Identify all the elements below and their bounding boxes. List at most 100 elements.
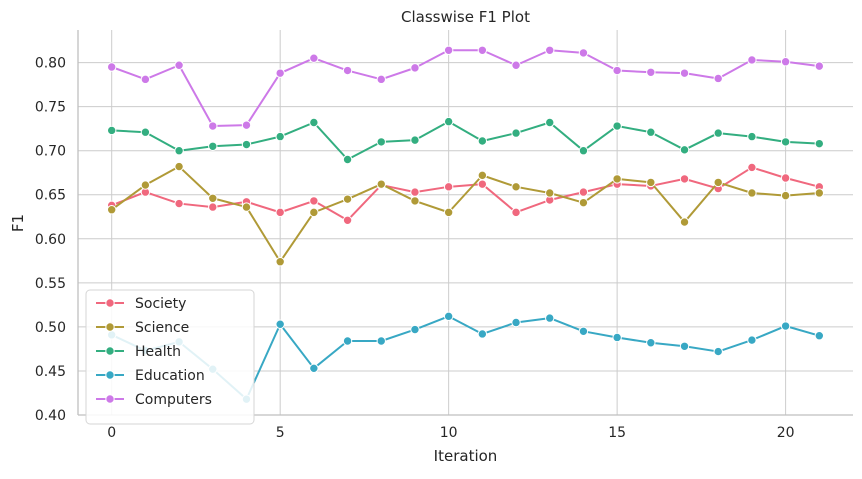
data-point-computers	[106, 62, 117, 72]
data-point-education	[477, 329, 488, 339]
data-point-computers	[545, 45, 555, 55]
data-point-science	[612, 174, 622, 184]
data-point-education	[342, 336, 353, 346]
data-point-computers	[713, 73, 723, 84]
data-point-computers	[140, 74, 151, 85]
data-point-computers	[309, 53, 319, 63]
data-point-education	[612, 332, 622, 343]
data-point-education	[646, 338, 656, 348]
y-tick-label: 0.55	[35, 276, 66, 292]
data-point-computers	[578, 48, 589, 58]
data-point-computers	[814, 61, 825, 71]
legend-marker-education	[105, 370, 115, 380]
data-point-society	[208, 202, 218, 212]
data-point-science	[410, 196, 420, 206]
data-point-health	[208, 141, 218, 151]
legend-item-science: Science	[96, 320, 189, 336]
x-tick-label: 20	[777, 425, 795, 441]
data-point-science	[814, 188, 825, 198]
y-tick-label: 0.40	[35, 408, 66, 424]
y-tick-label: 0.50	[35, 320, 66, 336]
data-point-education	[545, 313, 555, 323]
data-point-society	[747, 162, 757, 173]
data-point-education	[713, 346, 723, 357]
y-tick-label: 0.70	[35, 144, 66, 160]
data-point-health	[780, 137, 791, 147]
data-point-health	[275, 131, 285, 142]
data-point-health	[309, 117, 319, 128]
legend-label-science: Science	[135, 320, 189, 336]
data-point-health	[241, 139, 252, 150]
data-point-health	[477, 136, 488, 146]
data-point-science	[679, 217, 690, 227]
legend-marker-science	[105, 322, 115, 332]
series-line-computers	[111, 49, 820, 128]
data-point-computers	[342, 65, 353, 76]
series-lines	[106, 45, 825, 404]
data-point-health	[106, 125, 117, 136]
data-point-education	[747, 335, 757, 345]
data-point-education	[780, 321, 791, 331]
data-point-health	[410, 135, 420, 145]
data-point-science	[106, 205, 117, 215]
series-society	[106, 162, 825, 225]
data-point-science	[780, 190, 791, 201]
data-point-computers	[275, 68, 285, 78]
data-point-science	[309, 207, 319, 218]
data-point-health	[140, 127, 151, 137]
data-point-health	[646, 127, 656, 137]
data-point-society	[578, 187, 589, 197]
x-axis-label: Iteration	[434, 447, 498, 465]
x-tick-label: 15	[608, 425, 626, 441]
data-point-science	[140, 180, 151, 190]
data-point-computers	[241, 120, 252, 130]
x-tick-label: 0	[107, 425, 116, 441]
data-point-health	[679, 145, 690, 155]
series-line-health	[111, 120, 820, 161]
data-point-education	[309, 363, 319, 374]
series-line-science	[111, 165, 820, 263]
data-point-society	[410, 187, 420, 197]
data-point-society	[679, 174, 690, 184]
legend-marker-computers	[105, 394, 115, 404]
data-point-computers	[477, 45, 488, 55]
data-point-science	[443, 207, 454, 218]
chart-title: Classwise F1 Plot	[401, 8, 530, 26]
data-point-society	[275, 207, 285, 218]
legend-marker-society	[105, 298, 115, 308]
data-point-science	[477, 170, 488, 181]
data-point-education	[814, 331, 825, 341]
data-point-education	[376, 336, 386, 346]
data-point-education	[511, 317, 521, 328]
data-point-science	[747, 188, 757, 198]
data-point-science	[545, 188, 555, 198]
data-point-science	[241, 202, 252, 212]
data-point-society	[443, 182, 454, 192]
data-point-education	[443, 311, 454, 322]
data-point-health	[342, 154, 353, 165]
data-point-health	[713, 128, 723, 138]
data-point-computers	[174, 60, 184, 70]
data-point-computers	[410, 63, 420, 73]
legend-item-society: Society	[96, 296, 186, 312]
tick-labels: 0.40 0.45 0.50 0.55 0.60 0.65 0.70 0.75 0.80 0 5 10…	[35, 56, 795, 441]
series-computers	[106, 45, 825, 131]
series-science	[106, 161, 825, 267]
y-tick-label: 0.65	[35, 188, 66, 204]
data-point-health	[747, 131, 757, 142]
data-point-computers	[208, 121, 218, 131]
data-point-science	[275, 257, 285, 267]
legend-label-computers: Computers	[135, 392, 212, 408]
y-axis-label: F1	[9, 214, 27, 232]
data-point-society	[342, 215, 353, 225]
legend-item-education: Education	[96, 368, 205, 384]
data-point-health	[612, 121, 622, 131]
legend-label-education: Education	[135, 368, 205, 384]
data-point-science	[208, 193, 218, 203]
data-point-education	[275, 319, 285, 329]
data-point-science	[376, 179, 386, 189]
data-point-health	[814, 138, 825, 149]
x-tick-label: 5	[276, 425, 285, 441]
legend-label-society: Society	[135, 296, 186, 312]
